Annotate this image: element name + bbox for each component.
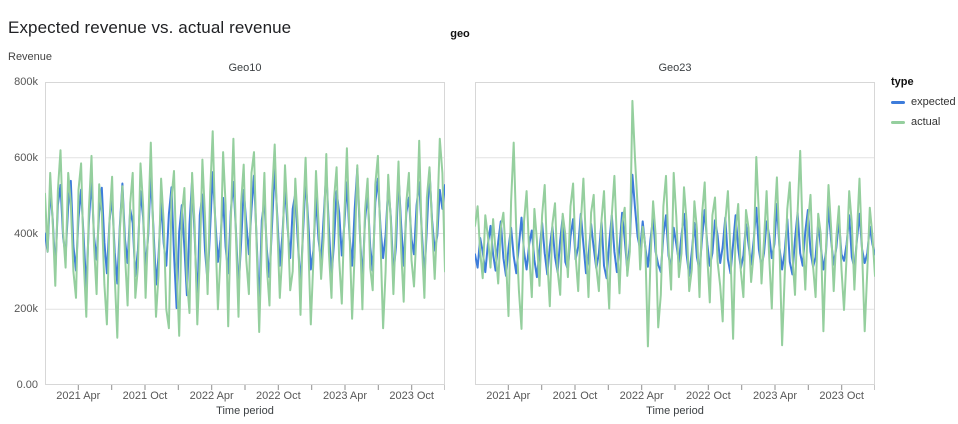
actual-series-swatch-icon <box>891 120 905 124</box>
x-tick-label: 2023 Apr <box>322 390 368 402</box>
geo10-x-axis-title: Time period <box>216 405 274 417</box>
facet-title-geo10: Geo10 <box>228 62 262 74</box>
x-tick-label: 2023 Apr <box>752 390 798 402</box>
expected-series-swatch-icon <box>891 100 905 104</box>
x-tick-label: 2022 Apr <box>619 390 664 402</box>
geo23-x-tick-labels: 2021 Apr 2021 Oct 2022 Apr 2022 Oct 2023 Apr… <box>475 390 875 403</box>
x-tick-label: 2022 Apr <box>189 390 234 402</box>
legend-item-label: actual <box>911 116 941 128</box>
y-tick-label: 200k <box>14 303 38 316</box>
x-tick-label: 2021 Apr <box>486 390 531 402</box>
x-tick-label: 2022 Oct <box>685 390 731 402</box>
x-tick-label: 2022 Oct <box>255 390 301 402</box>
geo10-line-chart[interactable] <box>45 82 445 391</box>
x-tick-label: 2021 Oct <box>552 390 598 402</box>
x-tick-label: 2021 Oct <box>122 390 168 402</box>
page-title: Expected revenue vs. actual revenue <box>8 18 292 38</box>
x-tick-label: 2023 Oct <box>389 390 434 402</box>
legend-item-actual[interactable]: actual <box>891 116 956 128</box>
geo23-x-axis-title: Time period <box>646 405 704 417</box>
facet-field-label: geo <box>450 28 470 40</box>
legend-title: type <box>891 76 914 88</box>
legend-item-label: expected <box>911 96 956 108</box>
geo10-x-tick-labels: 2021 Apr 2021 Oct 2022 Apr 2022 Oct 2023 Apr… <box>45 390 445 403</box>
facet-title-geo23: Geo23 <box>658 62 692 74</box>
x-tick-label: 2023 Oct <box>819 390 864 402</box>
y-tick-label: 600k <box>14 151 38 164</box>
y-tick-label: 0.00 <box>16 379 38 391</box>
legend: type expected actual <box>891 76 956 136</box>
geo23-line-chart[interactable] <box>475 82 875 391</box>
legend-item-expected[interactable]: expected <box>891 96 956 108</box>
x-tick-label: 2021 Apr <box>56 390 101 402</box>
y-axis-title: Revenue <box>8 51 53 63</box>
y-tick-label: 800k <box>14 76 38 88</box>
y-tick-label: 400k <box>14 227 38 240</box>
y-axis-tick-labels: 800k 600k 400k 200k 0.00 <box>0 76 38 391</box>
